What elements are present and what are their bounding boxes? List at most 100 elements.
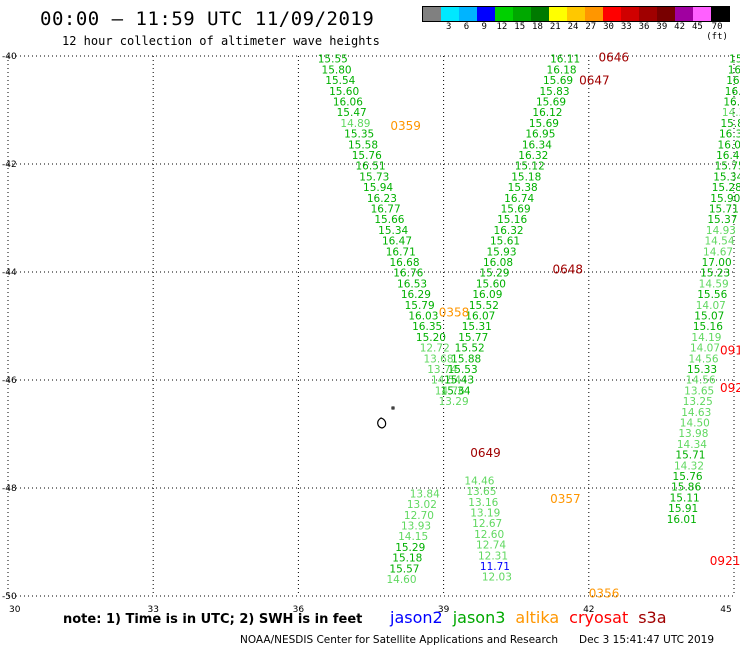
color-swatch [603,7,621,21]
wave-height-value: 16.80 [723,97,740,109]
wave-height-value: 16.53 [397,278,427,290]
wave-height-value: 16.95 [525,129,555,141]
wave-height-value: 15.60 [329,86,359,98]
wave-height-value: 13.98 [678,428,708,440]
color-swatch [639,7,657,21]
wave-height-value: 15.52 [469,300,499,312]
color-scale-label: 15 [514,22,526,32]
color-scale-label: 27 [585,22,597,32]
wave-height-value: 16.76 [393,268,423,280]
wave-height-value: 16.27 [725,86,740,98]
pass-time-label: 0359 [390,119,421,133]
wave-height-value: 13.68 [423,353,453,365]
wave-height-value: 14.76 [435,385,465,397]
wave-height-value: 14.54 [704,236,734,248]
legend-entry: altika [515,608,560,627]
wave-height-value: 16.47 [716,150,740,162]
color-swatch [531,7,549,21]
wave-height-value: 14.59 [699,278,729,290]
color-swatch [711,7,729,21]
wave-height-value: 16.08 [483,257,513,269]
x-tick-label: 33 [147,605,158,615]
wave-height-value: 15.79 [405,300,435,312]
y-tick-label: -44 [2,268,17,278]
wave-height-value: 15.71 [709,204,739,216]
wave-height-value: 16.32 [518,150,548,162]
wave-height-value: 15.76 [352,150,382,162]
page-title: 00:00 – 11:59 UTC 11/09/2019 [40,8,375,30]
wave-height-value: 12.72 [420,343,450,355]
wave-height-value: 15.29 [479,268,509,280]
wave-height-value: 16.74 [504,193,534,205]
wave-height-value: 15.58 [348,139,378,151]
wave-height-value: 15.60 [476,278,506,290]
pass-time-label: 0646 [598,51,629,65]
grid-lines [7,55,735,597]
wave-height-value: 15.80 [322,64,352,76]
color-swatch [423,7,441,21]
island-outline [377,406,395,429]
wave-height-value: 15.86 [720,118,740,130]
wave-height-value: 15.52 [455,343,485,355]
wave-height-value: 15.07 [694,311,724,323]
wave-height-value: 15.56 [697,289,727,301]
wave-height-value: 15.55 [318,54,348,66]
wave-height-value: 14.89 [340,118,370,130]
color-scale-label: 36 [638,22,650,32]
wave-height-value: 16.23 [367,193,397,205]
wave-height-value: 15.35 [344,129,374,141]
wave-height-value: 15.12 [515,161,545,173]
pass-time-label: 0356 [589,586,620,600]
wave-height-value: 13.19 [470,508,500,520]
wave-height-value: 15.33 [687,364,717,376]
wave-height-value: 15.2 [729,54,740,66]
wave-height-value: 15.18 [511,171,541,183]
color-scale-label: 9 [481,22,487,32]
wave-height-value: 16.37 [719,129,740,141]
color-scale-label: 70 (ft) [706,22,728,42]
wave-height-value: 16.11 [550,54,580,66]
wave-height-value: 15.77 [458,332,488,344]
color-scale-label: 3 [445,22,452,32]
wave-height-value: 14.31 [722,107,740,119]
color-scale-label: 39 [656,22,668,32]
color-scale-label: 24 [567,22,579,32]
wave-height-value: 15.73 [359,171,389,183]
wave-height-value: 11.71 [480,561,510,573]
wave-height-value: 16.68 [389,257,419,269]
color-swatch [693,7,711,21]
x-tick-label: 39 [438,605,450,615]
wave-height-value: 16.51 [356,161,386,173]
wave-height-value: 14.34 [677,439,707,451]
color-scale-label: 33 [620,22,632,32]
credit-text: NOAA/NESDIS Center for Satellite Applica… [240,634,558,646]
color-swatch [495,7,513,21]
wave-height-value: 12.31 [478,550,508,562]
generated-timestamp: Dec 3 15:41:47 UTC 2019 [579,634,715,646]
pass-time-label: 0357 [550,492,581,506]
wave-height-value: 14.56 [686,375,716,387]
wave-height-value: 15.75 [715,161,740,173]
color-scale-label: 21 [549,22,561,32]
wave-height-value: 13.93 [401,521,431,533]
y-tick-label: -46 [2,376,17,386]
wave-height-value: 13.25 [683,396,713,408]
wave-height-value: 15.28 [712,182,740,194]
wave-height-value: 16.47 [382,236,412,248]
color-scale-labels: 3 6 9 12 15 18 21 24 27 30 33 36 39 42 45 70 (ft) [422,22,728,42]
y-tick-label: -42 [2,160,17,170]
wave-height-value: 15.34 [378,225,408,237]
x-tick-label: 36 [293,605,305,615]
color-scale-label: 18 [532,22,543,32]
wave-height-value: 13.16 [468,497,498,509]
wave-height-value: 16.03 [408,311,438,323]
wave-height-value: 12.67 [472,518,502,530]
wave-height-value: 15.83 [539,86,569,98]
wave-height-value: 14.67 [703,246,733,258]
wave-height-value: 15.61 [490,236,520,248]
color-scale-bar [422,6,730,22]
wave-height-value: 16.32 [494,225,524,237]
wave-height-value: 15.90 [710,193,740,205]
legend-entry: jason3 [452,608,506,627]
wave-height-value: 14.07 [696,300,726,312]
